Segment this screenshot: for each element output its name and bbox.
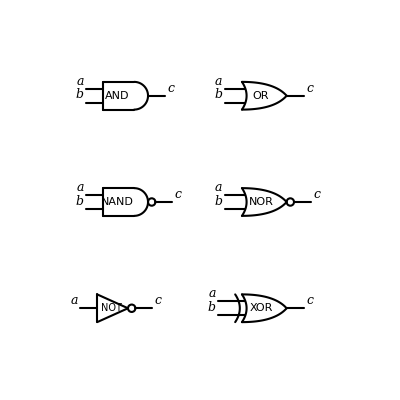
Text: b: b bbox=[76, 88, 84, 102]
Text: c: c bbox=[168, 82, 174, 94]
Text: b: b bbox=[214, 195, 222, 208]
Text: c: c bbox=[314, 188, 320, 201]
Text: XOR: XOR bbox=[249, 303, 273, 313]
Text: NAND: NAND bbox=[101, 197, 134, 207]
Text: c: c bbox=[175, 188, 182, 201]
Text: AND: AND bbox=[105, 91, 130, 101]
Text: NOR: NOR bbox=[249, 197, 274, 207]
Text: a: a bbox=[76, 181, 84, 194]
Text: b: b bbox=[208, 301, 216, 314]
Text: a: a bbox=[215, 74, 222, 88]
Text: b: b bbox=[76, 195, 84, 208]
Text: c: c bbox=[155, 294, 162, 307]
Text: c: c bbox=[306, 294, 313, 307]
Text: a: a bbox=[215, 181, 222, 194]
Text: NOT: NOT bbox=[101, 303, 122, 313]
Text: a: a bbox=[76, 74, 84, 88]
Text: b: b bbox=[214, 88, 222, 102]
Text: OR: OR bbox=[253, 91, 269, 101]
Text: c: c bbox=[306, 82, 313, 94]
Text: a: a bbox=[70, 294, 78, 307]
Text: a: a bbox=[208, 287, 216, 300]
